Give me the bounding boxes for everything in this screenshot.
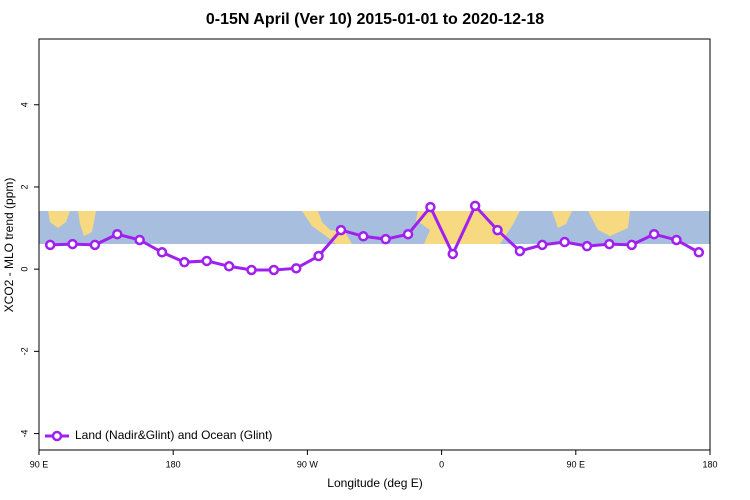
data-point [268,264,280,276]
x-tick-label: 0 [439,459,444,469]
data-point [648,228,660,240]
x-tick-label: 90 W [297,459,319,469]
data-point [179,256,190,268]
legend-label: Land (Nadir&Glint) and Ocean (Glint) [75,428,272,442]
data-point [537,239,548,251]
data-point [358,231,369,242]
y-tick-label: 2 [19,184,29,189]
x-tick-label: 180 [166,459,181,469]
x-tick-label: 90 E [567,459,586,469]
data-point [402,228,414,240]
data-point [112,228,123,240]
data-point [447,248,459,260]
data-point [693,247,705,258]
data-point [134,234,145,246]
data-point [626,239,637,251]
legend-marker [51,430,63,442]
x-tick-label: 180 [702,459,717,469]
data-point [67,238,78,250]
data-point [335,224,347,236]
data-point [156,247,168,258]
x-tick-label: 90 E [30,459,49,469]
y-tick-label: 0 [19,267,29,272]
data-point [514,245,526,257]
data-point [313,250,324,262]
data-point [246,264,257,276]
data-point [581,240,593,252]
data-point [44,239,56,251]
data-point [425,201,436,213]
data-point [469,200,481,212]
data-point [201,255,212,267]
y-tick-label: -2 [19,347,29,355]
data-point [671,234,682,246]
data-point [380,233,391,245]
data-point [223,261,235,272]
x-axis-label: Longitude (deg E) [327,476,422,490]
data-point [89,239,101,251]
chart-title: 0-15N April (Ver 10) 2015-01-01 to 2020-… [206,11,544,28]
y-axis-label: XCO2 - MLO trend (ppm) [2,178,16,313]
y-tick-label: 4 [19,102,29,107]
plot-frame [38,38,711,451]
data-point [604,238,615,250]
data-point [492,224,503,236]
data-point [290,263,302,274]
data-point [559,236,570,248]
y-tick-label: -4 [19,430,29,438]
